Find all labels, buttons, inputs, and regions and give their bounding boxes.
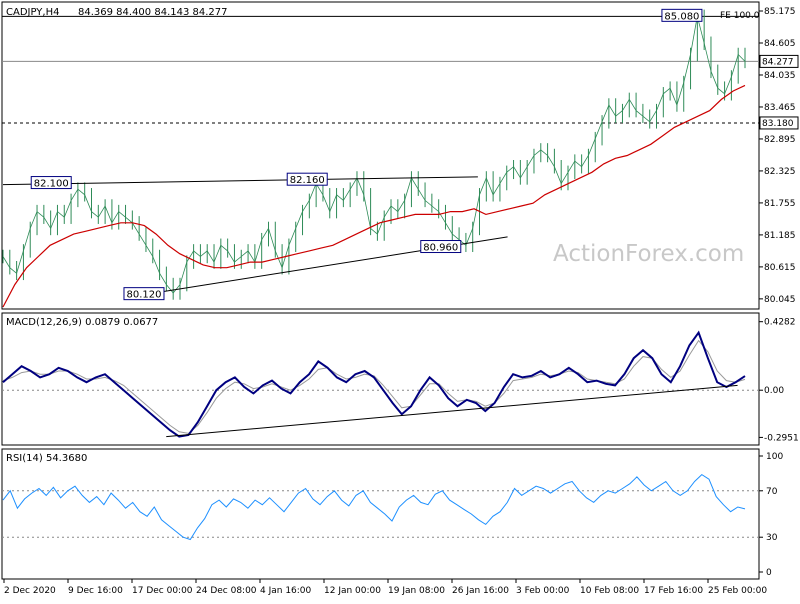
axis-box-text-1: 83.180 <box>762 119 794 129</box>
rsi-tick-label-1: 70 <box>766 487 778 497</box>
price-tick-label-6: 83.465 <box>764 103 796 113</box>
price-level-text-1: 82.160 <box>290 175 325 186</box>
axis-box-0 <box>759 54 799 68</box>
x-tick-label-1: 9 Dec 16:00 <box>68 586 123 596</box>
price-tick-label-9: 85.175 <box>764 7 796 17</box>
price-level-labels: 82.100 82.160 80.960 80.120 85.080 84.277 83.1… <box>30 8 799 301</box>
price-series <box>2 9 746 308</box>
macd-axis: 0.4282 0.00 -0.2951 <box>2 318 799 443</box>
macd-title: MACD(12,26,9) 0.0879 0.0677 <box>6 317 158 328</box>
x-tick-label-6: 19 Jan 08:00 <box>388 586 445 596</box>
watermark: ActionForex.com <box>553 241 744 267</box>
price-tick-label-0: 80.045 <box>764 295 796 305</box>
x-tick-label-7: 26 Jan 16:00 <box>452 586 509 596</box>
price-level-text-3: 80.120 <box>126 290 161 301</box>
price-tick-label-1: 80.615 <box>764 263 796 273</box>
price-panel-frame <box>1 1 760 310</box>
macd-panel: MACD(12,26,9) 0.0879 0.0677 0.4282 0.00 -0… <box>1 312 799 446</box>
price-level-box-0 <box>30 176 72 190</box>
macd-signal-line <box>2 339 746 434</box>
price-tick-label-5: 82.895 <box>764 135 796 145</box>
price-level-box-1 <box>286 172 328 186</box>
price-tick-label-4: 82.325 <box>764 167 796 177</box>
x-tick-label-8: 3 Feb 00:00 <box>516 586 570 596</box>
price-level-text-4: 85.080 <box>664 11 699 22</box>
axis-box-1 <box>759 116 799 130</box>
price-levels <box>2 15 759 124</box>
rsi-panel: RSI(14) 54.3680 100 70 30 0 <box>1 448 783 580</box>
rsi-tick-label-3: 0 <box>766 568 772 578</box>
moving-average-line <box>2 84 746 308</box>
x-tick-label-2: 17 Dec 00:00 <box>132 586 193 596</box>
rsi-line <box>2 473 746 541</box>
macd-panel-frame <box>1 312 760 446</box>
rsi-axis: 100 70 30 0 <box>2 452 783 578</box>
macd-line <box>2 330 746 438</box>
price-level-text-0: 82.100 <box>34 179 69 190</box>
x-axis: 2 Dec 2020 9 Dec 16:00 17 Dec 00:00 24 Dec … <box>3 579 767 596</box>
price-level-box-2 <box>420 240 462 254</box>
x-tick-label-3: 24 Dec 08:00 <box>196 586 257 596</box>
x-tick-label-10: 17 Feb 16:00 <box>644 586 703 596</box>
price-level-text-2: 80.960 <box>423 243 458 254</box>
price-trendline-0 <box>2 176 478 186</box>
macd-trendline-0 <box>166 384 738 438</box>
macd-tick-label-2: -0.2951 <box>764 433 799 443</box>
header-symbol: CADJPY,H4 <box>6 7 59 18</box>
price-tick-label-3: 81.755 <box>764 199 796 209</box>
x-tick-label-9: 10 Feb 08:00 <box>580 586 639 596</box>
price-tick-label-8: 84.605 <box>764 39 796 49</box>
x-tick-label-0: 2 Dec 2020 <box>4 586 56 596</box>
price-panel: CADJPY,H4 84.369 84.400 84.143 84.277 FE… <box>1 1 799 310</box>
macd-tick-label-1: 0.00 <box>764 386 784 396</box>
macd-series <box>2 330 746 438</box>
price-tick-label-2: 81.185 <box>764 231 796 241</box>
rsi-panel-frame <box>1 448 760 580</box>
price-tick-label-7: 84.035 <box>764 71 796 81</box>
x-tick-label-5: 12 Jan 00:00 <box>324 586 381 596</box>
price-axis: 80.045 80.615 81.185 81.755 82.325 82.895 83.4… <box>759 7 796 305</box>
x-tick-label-11: 25 Feb 00:00 <box>708 586 767 596</box>
axis-box-text-0: 84.277 <box>762 57 794 67</box>
x-tick-label-4: 4 Jan 16:00 <box>260 586 312 596</box>
rsi-series <box>2 473 746 541</box>
rsi-title: RSI(14) 54.3680 <box>6 453 87 464</box>
rsi-tick-label-0: 100 <box>766 452 783 462</box>
macd-tick-label-0: 0.4282 <box>764 318 796 328</box>
price-level-box-4 <box>661 8 703 22</box>
rsi-tick-label-2: 30 <box>766 533 778 543</box>
header-ohlc: 84.369 84.400 84.143 84.277 <box>78 7 228 18</box>
price-close-line <box>2 16 746 294</box>
price-level-box-3 <box>123 287 165 301</box>
